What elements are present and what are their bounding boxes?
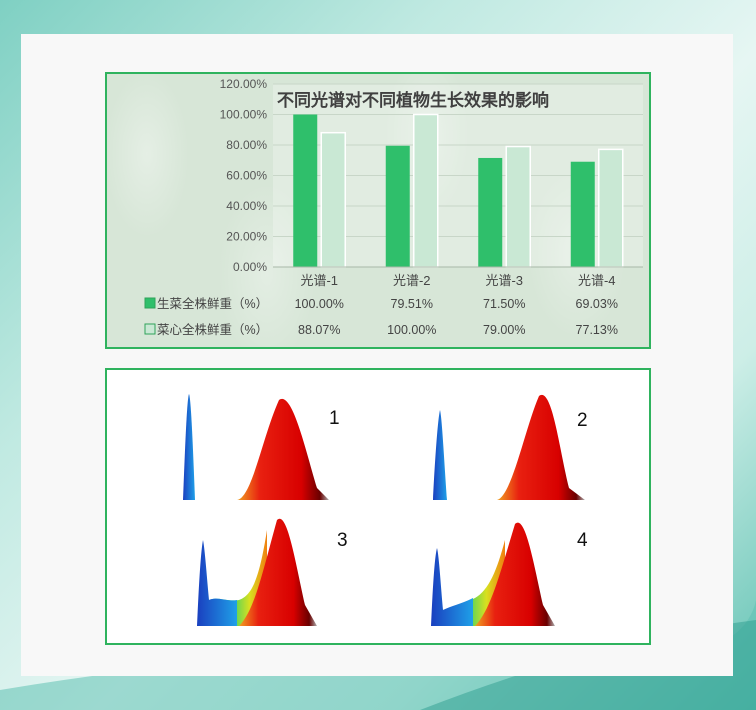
legend-label-2: 菜心全株鲜重（%） bbox=[157, 322, 268, 337]
chart-title: 不同光谱对不同植物生长效果的影响 bbox=[277, 90, 549, 111]
x-tick-label: 光谱-2 bbox=[393, 273, 431, 288]
legend-label-1: 生菜全株鲜重（%） bbox=[157, 296, 268, 311]
table-cell-2-4: 77.13% bbox=[576, 323, 618, 337]
table-cell-1-1: 100.00% bbox=[295, 297, 344, 311]
y-tick-label: 40.00% bbox=[226, 199, 267, 213]
spectrum-number-4: 4 bbox=[577, 530, 588, 551]
bar-2-2 bbox=[413, 113, 439, 268]
y-tick-label: 0.00% bbox=[233, 260, 267, 274]
table-cell-2-1: 88.07% bbox=[298, 323, 340, 337]
y-tick-label: 60.00% bbox=[226, 169, 267, 183]
bar-2-3 bbox=[505, 145, 531, 268]
x-tick-label: 光谱-3 bbox=[485, 273, 523, 288]
table-cell-2-3: 79.00% bbox=[483, 323, 525, 337]
spectrum-number-2: 2 bbox=[577, 410, 588, 431]
spectrum-plot-1 bbox=[183, 394, 329, 500]
spectrum-number-3: 3 bbox=[337, 530, 348, 551]
spectrum-plot-4 bbox=[431, 522, 555, 626]
legend-swatch-2 bbox=[144, 323, 156, 335]
spectra-panel: 1 2 3 4 bbox=[105, 368, 651, 645]
spectrum-plot-2 bbox=[433, 394, 585, 500]
spectrum-red-peak bbox=[237, 398, 329, 500]
spectrum-number-1: 1 bbox=[329, 408, 340, 429]
y-tick-label: 100.00% bbox=[220, 108, 268, 122]
spectrum-blue-peak bbox=[197, 540, 237, 626]
chart-panel: 0.00% 20.00% 40.00% 60.00% 80.00% 100.00% 120.… bbox=[105, 72, 651, 349]
bar-1-1 bbox=[293, 114, 318, 267]
spectrum-plot-3 bbox=[197, 518, 317, 626]
spectrum-blue-peak bbox=[433, 410, 447, 500]
spectrum-red-peak bbox=[497, 394, 585, 500]
y-tick-label: 20.00% bbox=[226, 230, 267, 244]
bar-1-4 bbox=[570, 161, 595, 267]
spectrum-blue-peak bbox=[431, 548, 473, 626]
bar-1-3 bbox=[478, 157, 503, 267]
table-cell-1-2: 79.51% bbox=[391, 297, 433, 311]
spectrum-blue-peak bbox=[183, 394, 195, 500]
content-card: 0.00% 20.00% 40.00% 60.00% 80.00% 100.00% 120.… bbox=[21, 34, 733, 676]
spectrum-red-peak bbox=[239, 518, 317, 626]
x-tick-label: 光谱-1 bbox=[300, 273, 338, 288]
legend-swatch-1 bbox=[144, 297, 156, 309]
bar-2-1 bbox=[320, 131, 346, 268]
bar-2-4 bbox=[598, 148, 624, 268]
table-cell-2-2: 100.00% bbox=[387, 323, 436, 337]
table-cell-1-3: 71.50% bbox=[483, 297, 525, 311]
bar-chart: 0.00% 20.00% 40.00% 60.00% 80.00% 100.00% 120.… bbox=[144, 77, 643, 337]
x-tick-label: 光谱-4 bbox=[578, 273, 616, 288]
bar-1-2 bbox=[385, 145, 410, 267]
spectrum-red-peak bbox=[475, 522, 555, 626]
table-cell-1-4: 69.03% bbox=[576, 297, 618, 311]
y-tick-label: 80.00% bbox=[226, 138, 267, 152]
y-tick-label: 120.00% bbox=[220, 77, 268, 91]
